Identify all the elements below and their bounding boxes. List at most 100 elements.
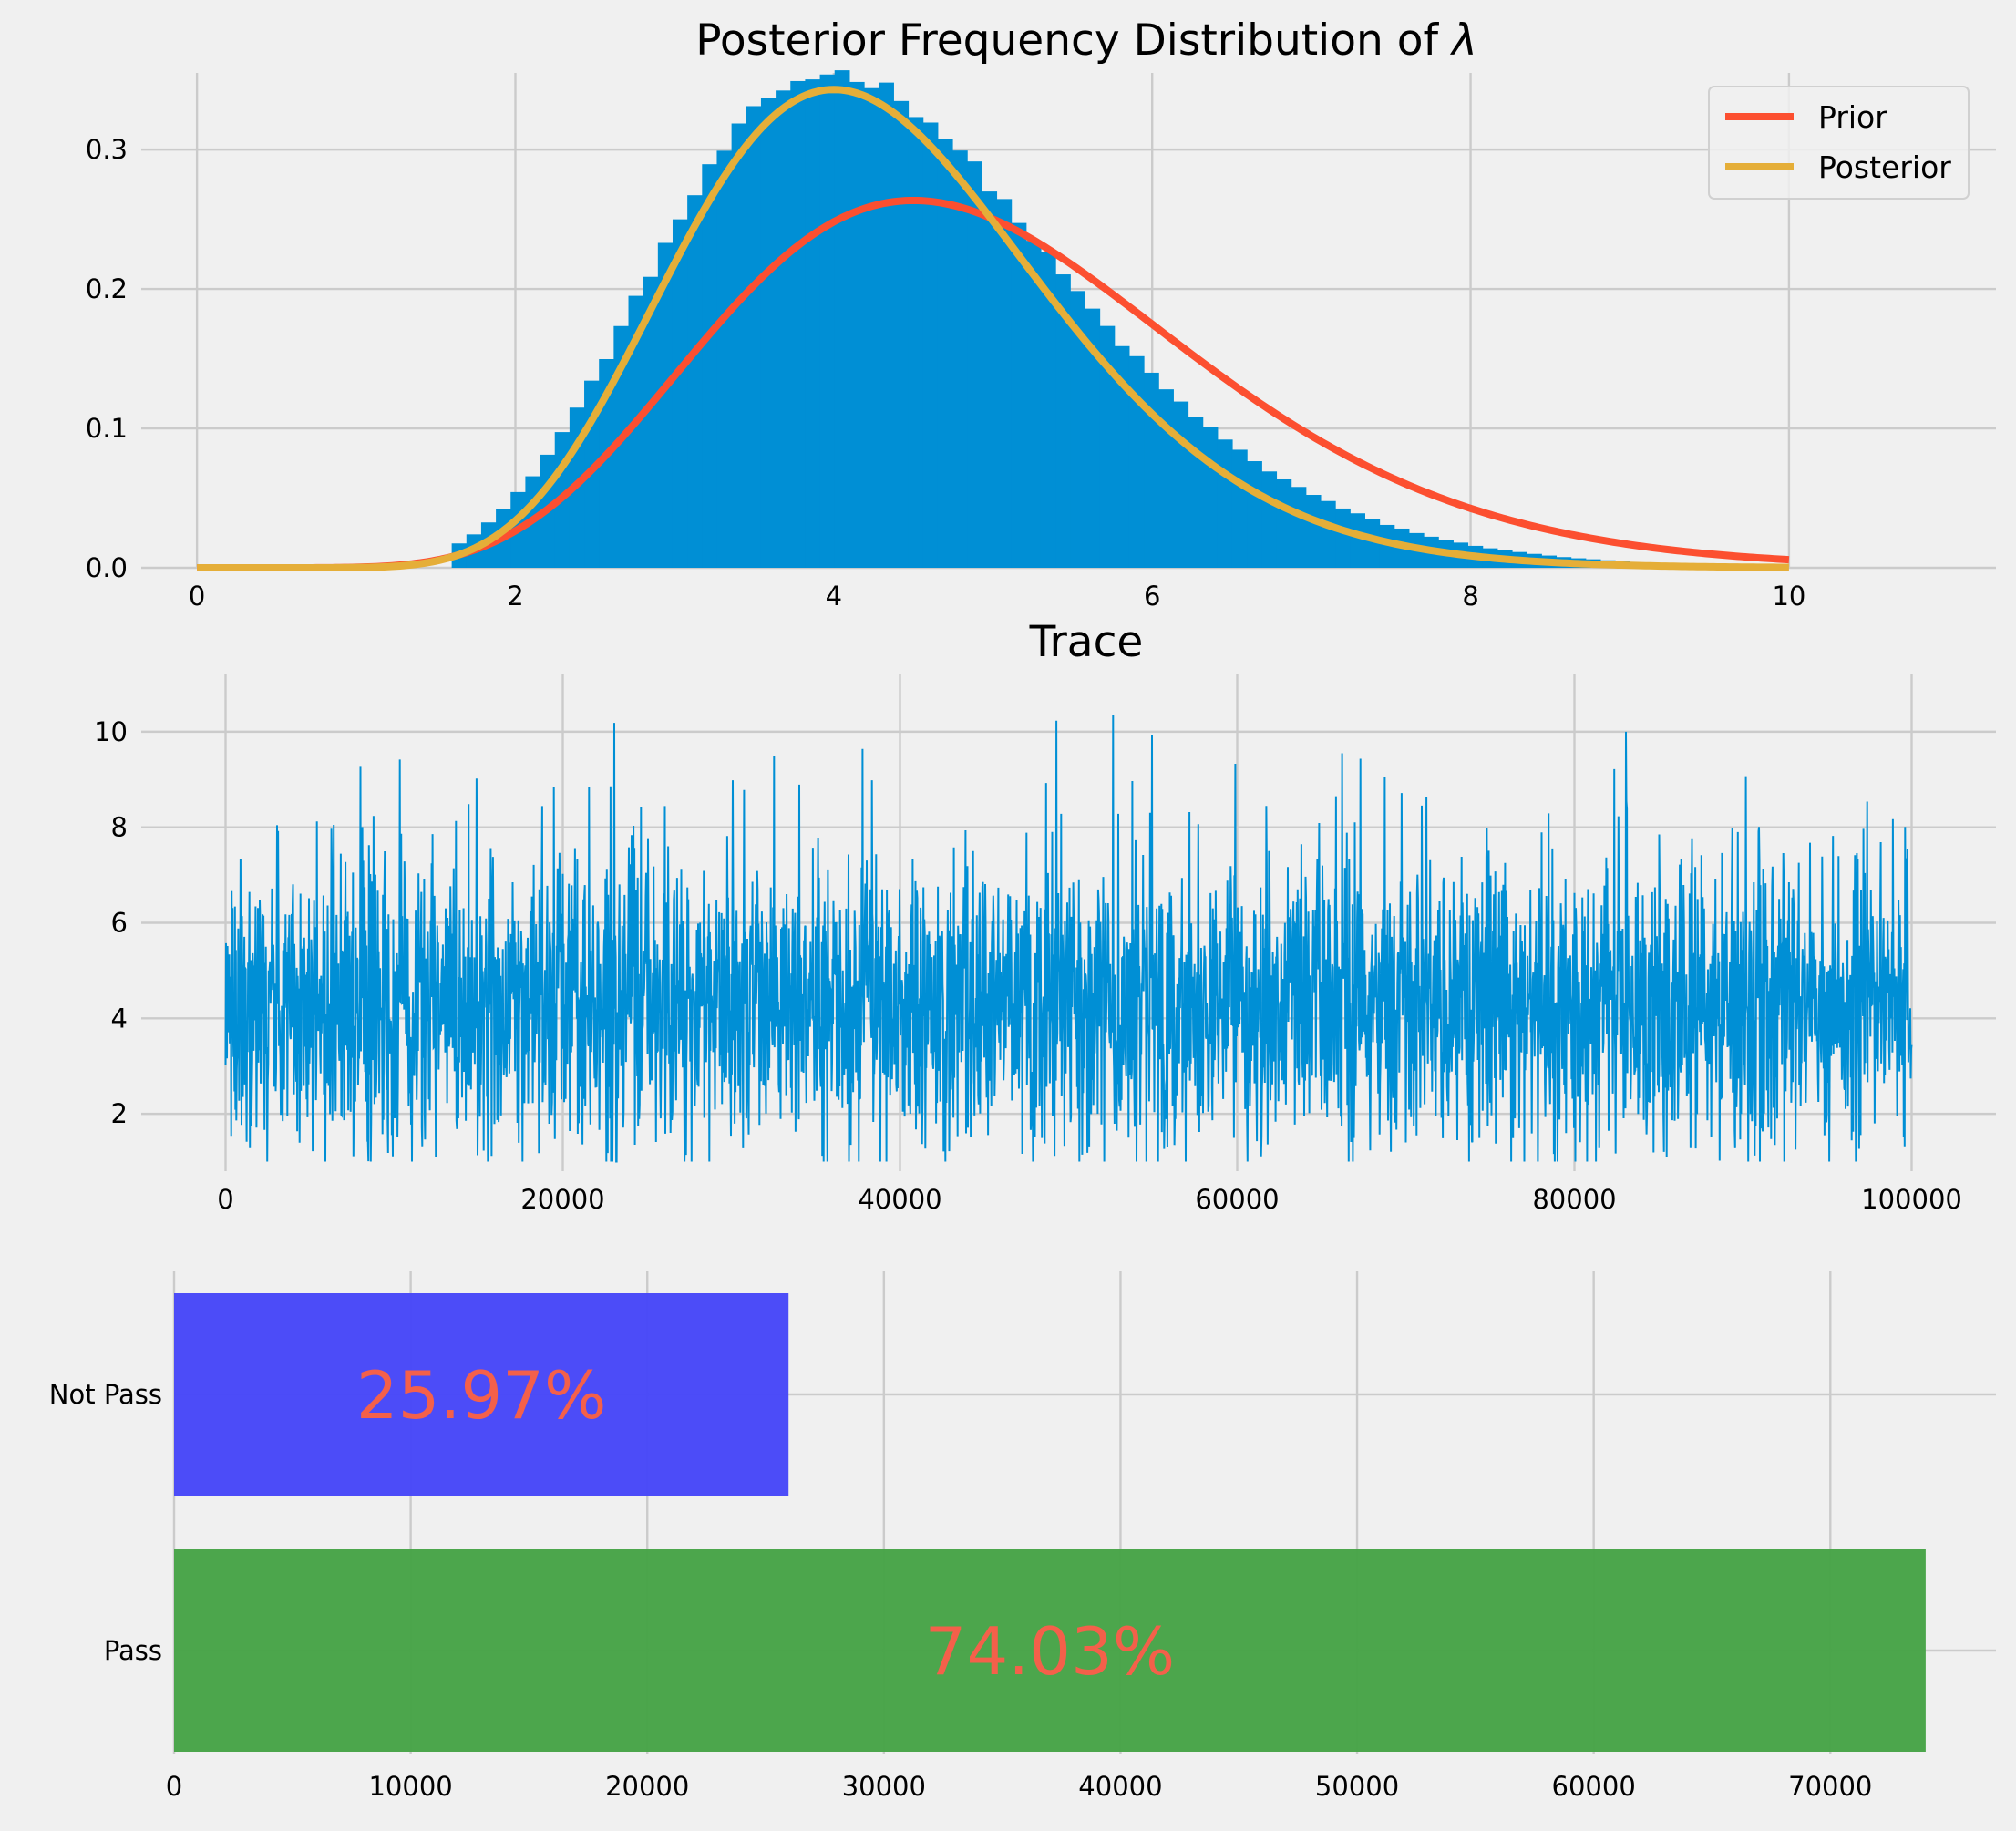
histogram-bar <box>643 276 659 568</box>
histogram-bar <box>1011 222 1027 569</box>
histogram-x-tick-label: 4 <box>826 581 842 612</box>
histogram-bar <box>1025 241 1042 568</box>
histogram-bar <box>790 80 807 568</box>
bar-x-tick-label: 0 <box>166 1771 182 1802</box>
histogram-y-tick-label: 0.1 <box>86 413 128 444</box>
bar-x-tick-label: 40000 <box>1078 1771 1162 1802</box>
trace-x-tick-label: 40000 <box>858 1184 941 1215</box>
bar-x-tick-label: 30000 <box>842 1771 926 1802</box>
histogram-bar <box>1335 508 1351 568</box>
histogram-bar <box>1085 308 1101 568</box>
histogram-bar <box>893 100 910 568</box>
histogram-bar <box>1350 513 1366 568</box>
histogram-bar <box>1055 274 1071 568</box>
trace-y-tick-label: 6 <box>111 908 128 939</box>
histogram-bar <box>951 150 968 569</box>
histogram-bar <box>1276 478 1292 568</box>
lambda-symbol: λ <box>1449 15 1477 66</box>
histogram-bar <box>599 358 614 568</box>
trace-y-tick-label: 2 <box>111 1098 128 1129</box>
histogram-bar <box>1114 345 1130 568</box>
trace-x-tick-label: 0 <box>217 1184 233 1215</box>
histogram-bar <box>908 117 924 568</box>
histogram-bar <box>1217 439 1233 568</box>
histogram-bar <box>1379 524 1395 568</box>
not-pass-bar <box>174 1293 789 1496</box>
histogram-bar <box>1099 325 1116 568</box>
histogram-bar <box>657 242 674 568</box>
pass-bar <box>174 1549 1926 1752</box>
not-pass-percent-label: 25.97% <box>356 1357 607 1434</box>
histogram-bar <box>1320 500 1336 568</box>
trace-y-ticks: 2 4 6 8 10 <box>94 716 128 1129</box>
pass-bar-panel: 25.97% 74.03% Not Pass Pass 0 10000 20000 3… <box>49 1271 1996 1802</box>
histogram-bar <box>1173 401 1189 568</box>
histogram-y-tick-label: 0.3 <box>86 134 128 165</box>
histogram-bar <box>1231 449 1248 568</box>
trace-panel: 0 20000 40000 60000 80000 100000 2 4 6 8 10 Trace <box>94 617 1996 1215</box>
bar-x-tick-label: 20000 <box>605 1771 689 1802</box>
histogram-bar <box>716 150 733 568</box>
trace-x-tick-label: 100000 <box>1861 1184 1962 1215</box>
legend-prior-label: Prior <box>1818 99 1887 135</box>
histogram-bar <box>702 164 718 569</box>
trace-x-tick-label: 60000 <box>1195 1184 1279 1215</box>
histogram-bar <box>982 191 998 569</box>
histogram-x-tick-label: 8 <box>1462 581 1478 612</box>
histogram-bar <box>1261 471 1278 568</box>
trace-x-ticks: 0 20000 40000 60000 80000 100000 <box>217 1184 1962 1215</box>
histogram-legend: Prior Posterior <box>1708 86 1970 200</box>
histogram-bar <box>687 195 703 568</box>
not-pass-category-label: Not Pass <box>49 1379 162 1410</box>
pass-percent-label: 74.03% <box>925 1613 1176 1690</box>
histogram-bar <box>967 161 982 568</box>
histogram-bar <box>1202 427 1219 568</box>
histogram-bar <box>613 325 630 568</box>
legend-posterior-label: Posterior <box>1818 149 1951 185</box>
histogram-y-tick-label: 0.0 <box>86 552 128 583</box>
bar-x-tick-label: 50000 <box>1315 1771 1399 1802</box>
trace-x-tick-label: 80000 <box>1532 1184 1616 1215</box>
histogram-bar <box>1144 372 1159 568</box>
histogram-bar <box>805 79 821 568</box>
histogram-bar <box>731 123 747 568</box>
trace-y-tick-label: 4 <box>111 1003 128 1034</box>
histogram-bar <box>849 81 865 569</box>
histogram-bar <box>672 219 688 568</box>
histogram-bar <box>1364 519 1381 568</box>
histogram-bar <box>864 87 879 569</box>
histogram-bar <box>760 98 777 568</box>
histogram-bar <box>879 82 894 569</box>
histogram-x-tick-label: 10 <box>1772 581 1805 612</box>
trace-y-tick-label: 10 <box>94 716 128 747</box>
histogram-y-tick-label: 0.2 <box>86 273 128 304</box>
histogram-bar <box>1247 461 1262 568</box>
histogram-bar <box>937 139 953 568</box>
histogram-bar <box>1158 389 1174 568</box>
trace-y-tick-label: 8 <box>111 812 128 843</box>
histogram-x-tick-label: 6 <box>1144 581 1160 612</box>
histogram-bar <box>1188 417 1204 568</box>
histogram-bar <box>1040 252 1056 568</box>
histogram-x-tick-label: 0 <box>189 581 205 612</box>
bar-x-ticks: 0 10000 20000 30000 40000 50000 60000 70000 <box>166 1771 1873 1802</box>
histogram-bar <box>1291 487 1307 568</box>
histogram-x-tick-label: 2 <box>507 581 523 612</box>
histogram-title: Posterior Frequency Distribution of λ <box>695 15 1477 66</box>
pass-category-label: Pass <box>104 1635 162 1666</box>
histogram-x-ticks: 0 2 4 6 8 10 <box>189 581 1805 612</box>
histogram-bar <box>996 199 1013 568</box>
histogram-bar <box>746 106 762 569</box>
posterior-histogram-panel: 0 2 4 6 8 10 0.0 0.1 0.2 0.3 Posterior Frequency… <box>86 15 1996 612</box>
histogram-bar <box>776 90 791 568</box>
histogram-bar <box>1070 291 1086 568</box>
trace-line <box>224 715 1913 1163</box>
bar-x-tick-label: 60000 <box>1552 1771 1636 1802</box>
histogram-bar <box>834 70 850 568</box>
trace-x-tick-label: 20000 <box>520 1184 604 1215</box>
histogram-bar <box>628 295 644 568</box>
histogram-bar <box>1305 495 1322 568</box>
trace-title: Trace <box>1029 617 1144 667</box>
bar-x-tick-label: 70000 <box>1788 1771 1872 1802</box>
histogram-bar <box>1128 355 1145 568</box>
